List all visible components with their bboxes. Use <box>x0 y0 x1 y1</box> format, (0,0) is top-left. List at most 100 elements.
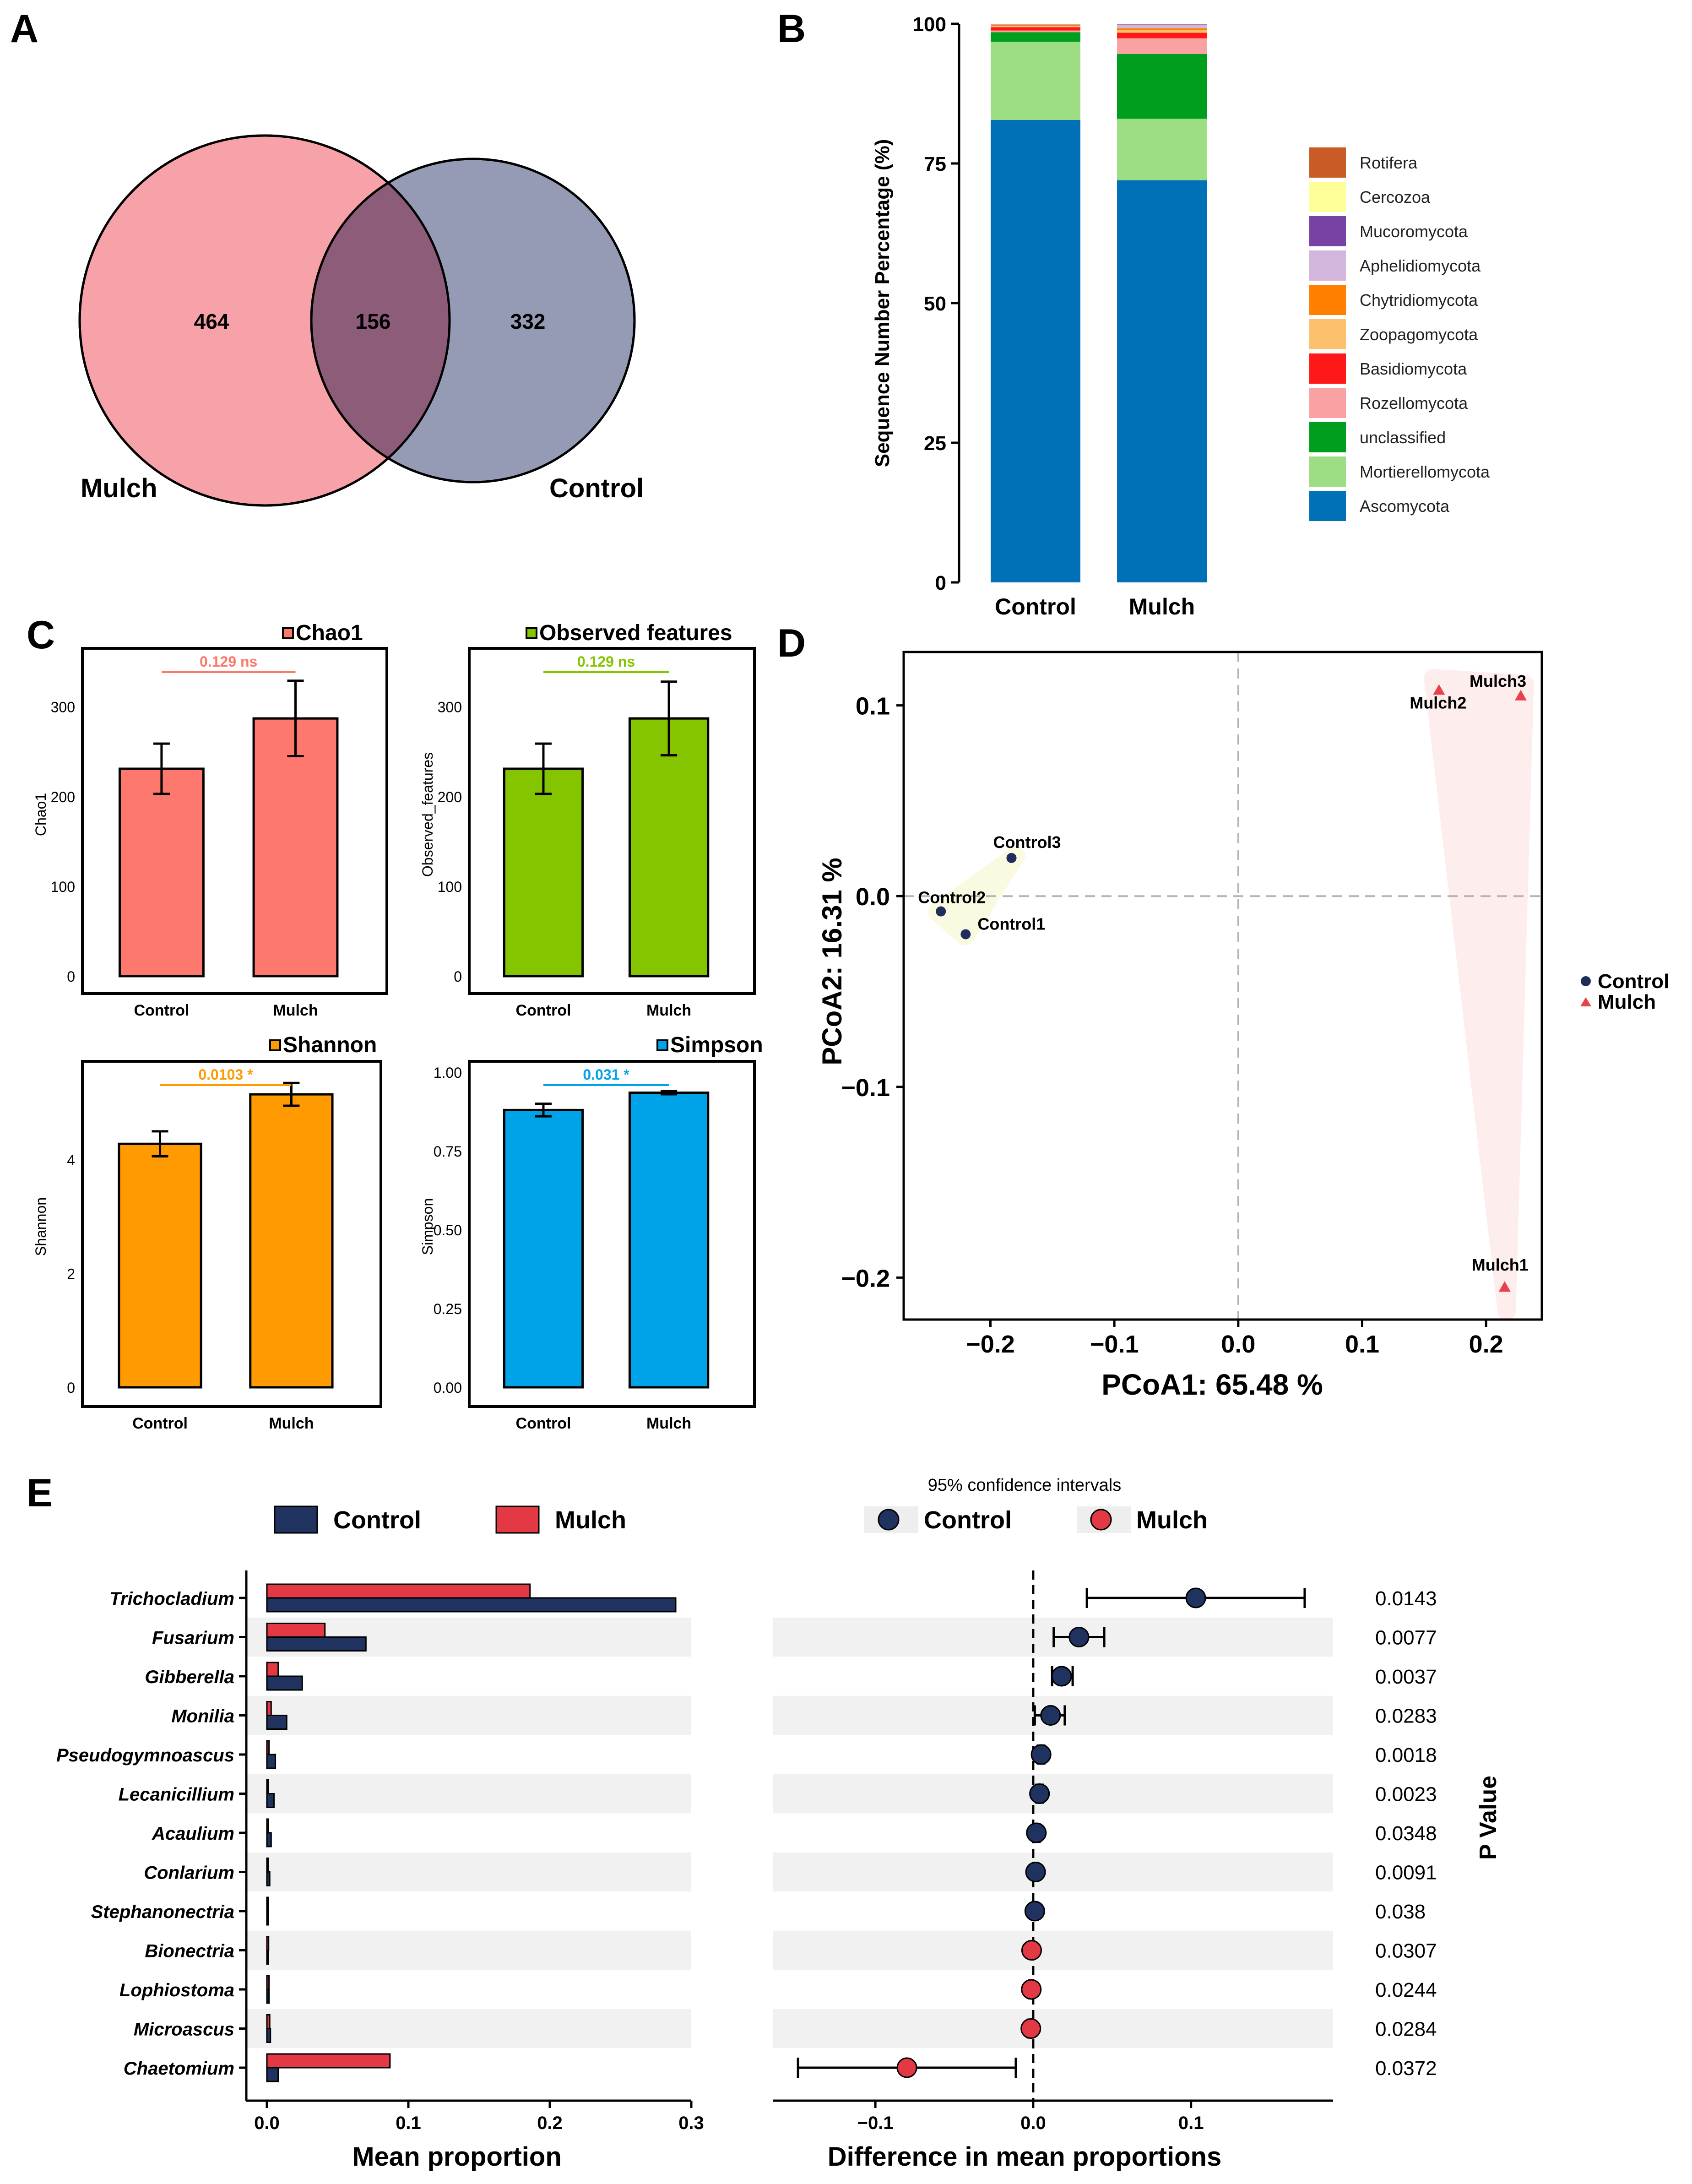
e-p-value-trichocladium: 0.0143 <box>1375 1587 1437 1610</box>
c-y-tick-label: 0.75 <box>434 1143 462 1160</box>
venn-label-control: Control <box>549 473 644 503</box>
e-left-x-tick-label: 0.2 <box>537 2113 563 2133</box>
b-legend-swatch-rotifera <box>1309 147 1346 178</box>
c-y-tick-label: 0.25 <box>434 1301 462 1317</box>
venn-count-shared: 156 <box>356 310 391 333</box>
d-y-tick-label: −0.1 <box>841 1074 890 1102</box>
difference-ci-plot: −0.1 0.0 0.1 0.0143 0.0077 0.0037 0.0283 0.0018… <box>773 1570 1437 2133</box>
e-ci-legend-control-marker <box>878 1509 900 1531</box>
c-y-tick-label: 4 <box>67 1152 75 1168</box>
e-left-band <box>246 1774 691 1814</box>
c-y-tick-label: 2 <box>67 1266 75 1282</box>
c-subplot-observed-features: Control Mulch 0 100 200 300 Observed_features 0… <box>419 621 756 1019</box>
e-p-value-gibberella: 0.0037 <box>1375 1666 1437 1688</box>
e-ci-point-gibberella <box>1051 1666 1072 1687</box>
c-legend-label: Chao1 <box>296 621 363 645</box>
e-taxon-label-acaulium: Acaulium <box>152 1824 234 1844</box>
d-point-control2 <box>936 906 946 917</box>
b-legend-label-ascomycota: Ascomycota <box>1360 497 1450 516</box>
d-legend-control-marker <box>1581 976 1591 986</box>
b-legend-label-mucoromycota: Mucoromycota <box>1360 222 1468 241</box>
d-x-tick-label: −0.2 <box>966 1331 1015 1358</box>
d-x-tick-label: 0.2 <box>1469 1331 1503 1358</box>
d-legend-control-label: Control <box>1598 970 1669 993</box>
c-frame-shannon <box>81 1060 382 1408</box>
d-point-mulch2 <box>1433 684 1445 695</box>
e-ci-point-conlarium <box>1025 1862 1046 1882</box>
e-taxon-label-lophiostoma: Lophiostoma <box>119 1980 234 2000</box>
b-legend-swatch-zoopagomycota <box>1309 319 1346 349</box>
e-taxon-label-monilia: Monilia <box>171 1706 234 1727</box>
c-frame-chao1 <box>81 647 388 995</box>
e-ci-point-lophiostoma <box>1021 1979 1042 2000</box>
e-p-value-microascus: 0.0284 <box>1375 2018 1437 2041</box>
d-point-label-mulch3: Mulch3 <box>1470 672 1526 690</box>
d-legend-mulch-label: Mulch <box>1598 991 1656 1013</box>
e-taxon-label-conlarium: Conlarium <box>144 1863 234 1883</box>
e-ci-point-monilia <box>1040 1705 1061 1726</box>
e-bar-mulch-bionectria <box>266 1936 270 1951</box>
e-taxon-label-gibberella: Gibberella <box>145 1667 234 1687</box>
e-taxon-label-bionectria: Bionectria <box>145 1941 234 1961</box>
bar-control-zoopagomycota <box>991 26 1080 27</box>
b-legend-swatch-basidiomycota <box>1309 353 1346 384</box>
bar-control-mucoromycota <box>991 24 1080 25</box>
b-legend-label-cercozoa: Cercozoa <box>1360 188 1431 206</box>
c-legend-label: Observed features <box>539 621 732 645</box>
e-bar-control-conlarium <box>266 1871 271 1886</box>
e-legend-mulch-label: Mulch <box>555 1506 626 1534</box>
bar-mulch-cercozoa <box>1117 24 1207 25</box>
e-bar-control-microascus <box>266 2028 271 2043</box>
e-bar-control-stephanonectria <box>266 1910 269 1926</box>
e-left-x-tick-label: 0.3 <box>678 2113 704 2133</box>
e-p-value-acaulium: 0.0348 <box>1375 1822 1437 1845</box>
b-legend-swatch-aphelidiomycota <box>1309 250 1346 281</box>
d-point-mulch1 <box>1498 1281 1511 1292</box>
c-x-tick-control: Control <box>516 1002 571 1019</box>
venn-count-mulch-only: 464 <box>194 310 229 333</box>
b-y-axis-label: Sequence Number Percentage (%) <box>871 139 894 467</box>
c-bar-simpson-control <box>503 1108 584 1389</box>
bar-mulch-rozellomycota <box>1117 38 1207 54</box>
d-ellipse-mulch <box>1424 668 1534 1320</box>
e-p-value-bionectria: 0.0307 <box>1375 1940 1437 1962</box>
e-bar-control-gibberella <box>266 1675 303 1691</box>
b-legend: Rotifera Cercozoa Mucoromycota Aphelidiomyc… <box>1309 147 1490 521</box>
stacked-bar-plot <box>991 24 1207 583</box>
panel-label-e: E <box>27 1471 53 1515</box>
c-bar-shannon-control <box>118 1142 202 1389</box>
c-y-axis-label: Shannon <box>33 1197 49 1256</box>
c-legend-swatch <box>269 1039 281 1051</box>
c-bar-simpson-mulch <box>628 1092 710 1389</box>
c-y-tick-label: 100 <box>438 879 462 895</box>
e-p-value-pseudogymnoascus: 0.0018 <box>1375 1744 1437 1766</box>
e-taxon-label-microascus: Microascus <box>134 2020 234 2040</box>
panel-d: D −0.2 −0.1 0.0 0.1 0.2 −0.2 −0.1 0.0 0.1 Control… <box>777 621 1669 1401</box>
e-right-x-tick-label: 0.0 <box>1020 2113 1046 2133</box>
panel-label-d: D <box>777 621 806 665</box>
c-bar-chao1-mulch <box>252 717 339 978</box>
c-y-tick-label: 0 <box>67 968 75 985</box>
venn-label-mulch: Mulch <box>81 473 157 503</box>
c-legend-label: Simpson <box>670 1033 763 1057</box>
bar-control-basidiomycota <box>991 27 1080 31</box>
e-p-value-stephanonectria: 0.038 <box>1375 1901 1426 1923</box>
e-p-value-monilia: 0.0283 <box>1375 1705 1437 1728</box>
d-x-tick-label: −0.1 <box>1090 1331 1139 1358</box>
d-point-label-control2: Control2 <box>918 888 986 907</box>
e-taxon-label-fusarium: Fusarium <box>152 1628 234 1648</box>
d-point-control1 <box>960 929 971 940</box>
c-significance-label: 0.129 ns <box>577 653 635 670</box>
e-taxon-label-chaetomium: Chaetomium <box>124 2059 234 2079</box>
c-y-tick-label: 200 <box>51 789 75 805</box>
e-left-band <box>246 1930 691 1970</box>
c-significance-label: 0.031 * <box>583 1066 629 1083</box>
e-left-x-tick-label: 0.1 <box>396 2113 421 2133</box>
b-y-tick-label: 50 <box>924 293 946 315</box>
c-x-tick-control: Control <box>516 1415 571 1432</box>
e-bar-control-fusarium <box>266 1636 367 1652</box>
c-x-tick-control: Control <box>134 1002 189 1019</box>
e-p-value-label: P Value <box>1475 1776 1502 1860</box>
